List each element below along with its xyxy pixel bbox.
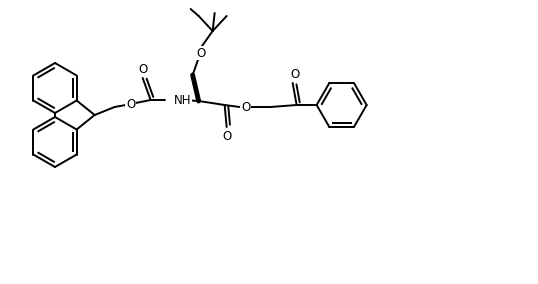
Text: O: O [290, 68, 299, 80]
Text: O: O [222, 130, 231, 143]
Text: O: O [138, 62, 147, 76]
Text: O: O [126, 97, 135, 110]
Text: O: O [241, 101, 250, 114]
Text: NH: NH [174, 93, 191, 106]
Text: O: O [196, 47, 206, 60]
